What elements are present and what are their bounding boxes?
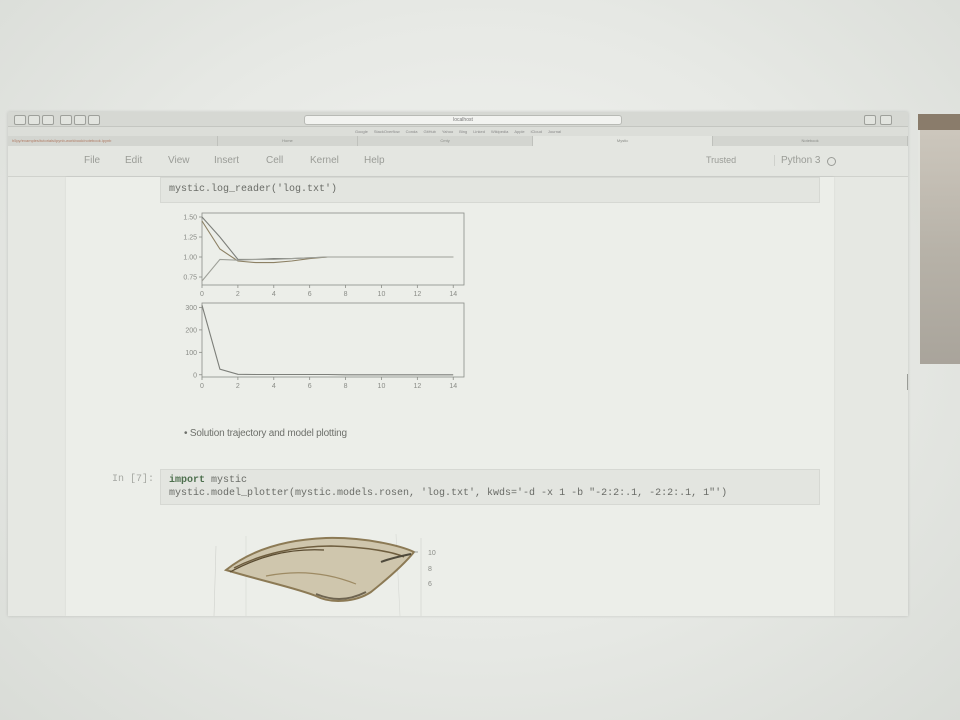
parameter-trajectory-plot: 1.50 1.25 1.00 0.75 0 2 4 6 8 10 12 14 [183, 212, 465, 297]
bookmark-item[interactable]: Wikipedia [491, 129, 509, 134]
bookmark-item[interactable]: Yahoo [441, 129, 454, 134]
series-line-1 [201, 305, 454, 376]
adjacent-screen [918, 114, 960, 364]
menu-kernel[interactable]: Kernel [310, 155, 339, 166]
menu-view[interactable]: View [168, 155, 190, 166]
x-tick-label: 0 [200, 383, 204, 390]
rosen-surface-plot: 10 8 6 [213, 533, 436, 616]
sidebar-toggle-icon[interactable] [14, 115, 26, 125]
bookmarks-bar: Google StackOverflow Conda GitHub Yahoo Bing L… [8, 127, 908, 136]
window-edge-handle [907, 374, 908, 390]
y-tick-label: 0.75 [183, 275, 197, 282]
bookmark-item[interactable]: Journal [547, 129, 562, 134]
code-line-1: import mystic [169, 475, 248, 486]
code-line: mystic.log_reader('log.txt') [169, 184, 338, 195]
code-cell-log-reader[interactable]: mystic.log_reader('log.txt') [160, 177, 820, 203]
y-tick-label: 300 [185, 305, 197, 312]
bookmark-item[interactable]: Google [354, 129, 368, 134]
x-tick-label: 8 [344, 291, 348, 297]
z-tick-8: 8 [428, 566, 432, 573]
bookmark-item[interactable]: StackOverflow [373, 129, 400, 134]
plot-frame [201, 212, 465, 286]
browser-tab[interactable]: Notebook [713, 136, 908, 146]
adjacent-screen-top [918, 114, 960, 130]
notebook-page: mystic.log_reader('log.txt') 1.50 1.25 1.0… [66, 177, 834, 616]
y-tick-label: 100 [185, 350, 197, 357]
x-tick-label: 8 [344, 383, 348, 390]
x-tick-label: 4 [272, 291, 276, 297]
y-tick-label: 200 [185, 327, 197, 334]
x-tick-label: 14 [449, 383, 457, 390]
code-cell-model-plotter[interactable]: import mystic mystic.model_plotter(mysti… [160, 469, 820, 505]
x-tick-label: 14 [449, 291, 457, 297]
bullet-text: Solution trajectory and model plotting [189, 428, 347, 439]
y-tick-label: 1.25 [183, 235, 197, 242]
x-tick-label: 12 [413, 383, 421, 390]
address-bar[interactable]: localhost [304, 115, 622, 125]
x-tick-label: 6 [308, 383, 312, 390]
series-line-3 [201, 256, 454, 282]
kernel-name: Python 3 [774, 155, 820, 166]
menu-file[interactable]: File [84, 155, 101, 166]
back-icon[interactable] [28, 115, 40, 125]
browser-tab[interactable]: h5py/examples/tutorials/ipynb-workbook/n… [8, 136, 218, 146]
browser-tab[interactable]: Home [217, 136, 359, 146]
code-line-2: mystic.model_plotter(mystic.models.rosen… [169, 488, 728, 499]
series-line-2 [201, 220, 454, 264]
bookmark-item[interactable]: Conda [405, 129, 418, 134]
tabs-icon[interactable] [88, 115, 100, 125]
x-tick-label: 6 [308, 291, 312, 297]
menu-cell[interactable]: Cell [266, 155, 284, 166]
kernel-status-icon [827, 157, 836, 166]
browser-tabs: h5py/examples/tutorials/ipynb-workbook/n… [8, 136, 908, 146]
browser-toolbar: localhost [8, 112, 908, 127]
reader-icon[interactable] [74, 115, 86, 125]
menu-edit[interactable]: Edit [125, 155, 143, 166]
trusted-indicator[interactable]: Trusted [706, 155, 737, 165]
notebook-menubar: File Edit View Insert Cell Kernel Help T… [8, 146, 908, 177]
bookmark-item[interactable]: Linked [473, 129, 485, 134]
z-tick-6: 6 [428, 581, 432, 588]
x-tick-label: 0 [200, 291, 204, 297]
share-icon[interactable] [60, 115, 72, 125]
markdown-bullet: • Solution trajectory and model plotting [184, 428, 347, 439]
x-tick-label: 10 [378, 291, 386, 297]
bullet-dot: • [184, 428, 190, 439]
x-tick-label: 4 [272, 383, 276, 390]
z-tick-10: 10 [428, 550, 436, 557]
forward-icon[interactable] [42, 115, 54, 125]
downloads-icon[interactable] [880, 115, 892, 125]
plot-frame [201, 302, 465, 378]
menu-insert[interactable]: Insert [214, 155, 240, 166]
x-tick-label: 2 [236, 291, 240, 297]
x-tick-label: 12 [413, 291, 421, 297]
notebook-area: mystic.log_reader('log.txt') 1.50 1.25 1.0… [8, 177, 908, 616]
y-tick-label: 1.00 [183, 255, 197, 262]
y-tick-label: 0 [193, 372, 197, 379]
bookmark-item[interactable]: Bing [459, 129, 468, 134]
series-line-1 [201, 216, 454, 260]
x-tick-label: 10 [378, 383, 386, 390]
browser-tab[interactable]: Mystic [533, 136, 714, 146]
laptop-screen: localhost Google StackOverflow Conda GitHub… [8, 112, 908, 616]
new-tab-icon[interactable] [864, 115, 876, 125]
browser-tab[interactable]: Cmty [358, 136, 534, 146]
x-tick-label: 2 [236, 383, 240, 390]
cost-trajectory-plot: 300 200 100 0 0 2 4 6 8 10 12 14 [185, 302, 465, 390]
cell-prompt: In [7]: [112, 474, 155, 485]
bookmark-item[interactable]: iCloud [530, 129, 542, 134]
bookmark-item[interactable]: Apple [514, 129, 525, 134]
bookmark-item[interactable]: GitHub [423, 129, 436, 134]
y-tick-label: 1.50 [183, 215, 197, 222]
menu-help[interactable]: Help [364, 155, 385, 166]
